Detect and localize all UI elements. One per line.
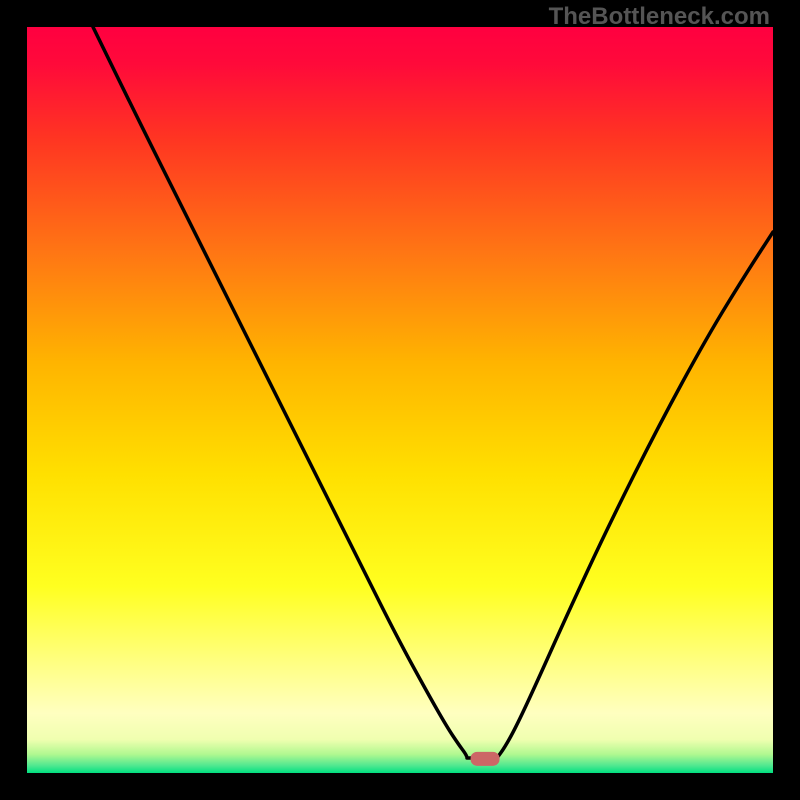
plot-area: [27, 27, 773, 773]
plot-svg: [27, 27, 773, 773]
watermark-text: TheBottleneck.com: [549, 3, 770, 31]
gradient-background: [27, 27, 773, 773]
minimum-marker: [471, 752, 499, 765]
